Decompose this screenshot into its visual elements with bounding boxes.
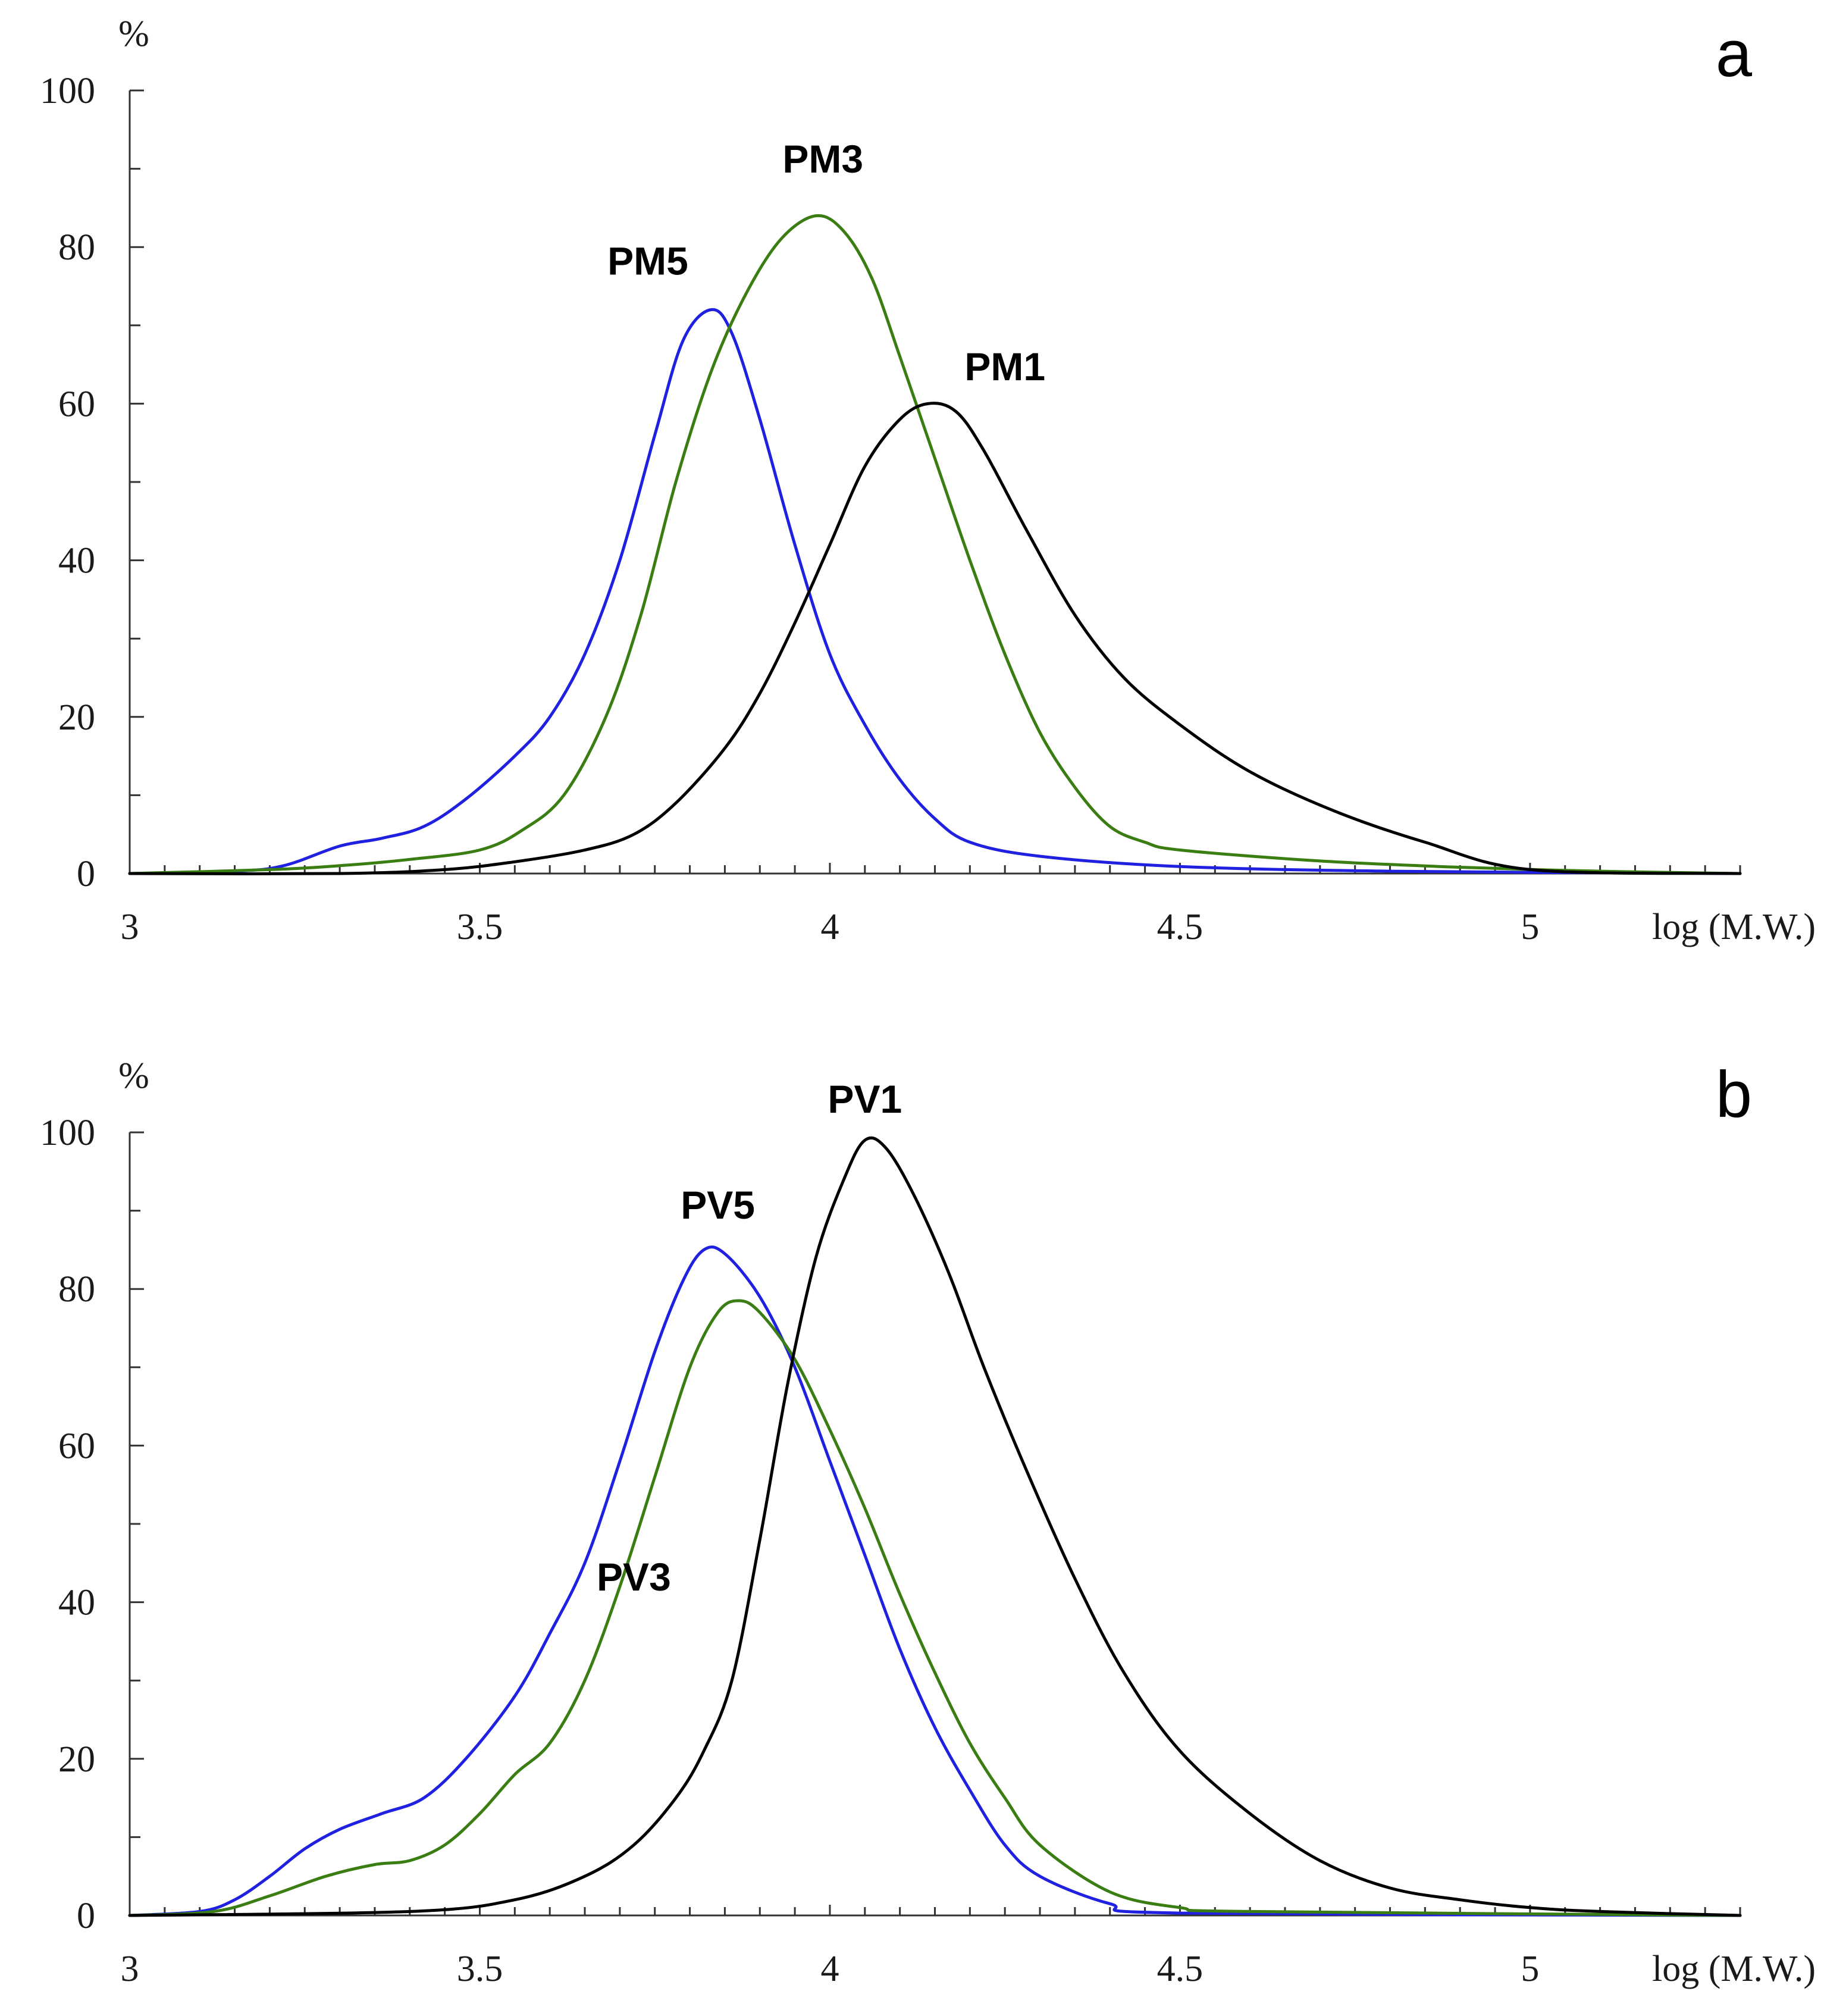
y-tick-label: 40 bbox=[58, 541, 95, 581]
x-tick-label: 4 bbox=[820, 907, 839, 947]
panel-b: b 0 20 40 60 80 100 3 3.5 4 4.5 5% log (M.W.) PV5 PV3… bbox=[40, 1056, 1816, 1989]
x-tick-label: 5 bbox=[1521, 907, 1539, 947]
panel-letter: a bbox=[1716, 17, 1753, 90]
x-tick-label: 3 bbox=[121, 1949, 139, 1989]
y-tick-label: 0 bbox=[77, 1896, 95, 1936]
y-axis-label: % bbox=[118, 14, 149, 54]
x-axis-label: log (M.W.) bbox=[1652, 907, 1816, 947]
series-line-pm5 bbox=[128, 308, 1742, 875]
y-axis-label: % bbox=[118, 1056, 149, 1096]
series-line-pm3 bbox=[128, 214, 1742, 875]
series-label-pm3: PM3 bbox=[782, 137, 863, 181]
panel-letter: b bbox=[1716, 1058, 1752, 1131]
series-line-pv1 bbox=[128, 1136, 1742, 1917]
y-tick-label: 60 bbox=[58, 384, 95, 424]
y-tick-label: 20 bbox=[58, 697, 95, 738]
y-tick-label: 80 bbox=[58, 1269, 95, 1310]
x-tick-label: 4 bbox=[820, 1949, 839, 1989]
y-tick-label: 100 bbox=[40, 1113, 95, 1153]
series-line-pv3 bbox=[128, 1299, 1742, 1917]
series-label-pv5: PV5 bbox=[681, 1183, 755, 1227]
y-tick-label: 0 bbox=[77, 854, 95, 894]
series-label-pv3: PV3 bbox=[597, 1555, 671, 1599]
x-tick-label: 4.5 bbox=[1157, 1949, 1204, 1989]
x-axis-label: log (M.W.) bbox=[1652, 1949, 1816, 1989]
x-tick-label: 3.5 bbox=[457, 1949, 503, 1989]
series-label-pm1: PM1 bbox=[964, 345, 1045, 389]
y-tick-label: 60 bbox=[58, 1426, 95, 1466]
y-tick-label: 100 bbox=[40, 71, 95, 111]
series-line-pv5 bbox=[128, 1245, 1742, 1917]
x-tick-label: 3.5 bbox=[457, 907, 503, 947]
series-label-pm5: PM5 bbox=[607, 239, 688, 283]
x-tick-label: 5 bbox=[1521, 1949, 1539, 1989]
panel-a: a 0 20 40 60 80 100 3 3.5 4 4.5 5% log (M.W.) PM5 PM3… bbox=[40, 14, 1816, 947]
x-tick-label: 3 bbox=[121, 907, 139, 947]
series-label-pv1: PV1 bbox=[828, 1077, 902, 1121]
series-line-pm1 bbox=[128, 402, 1742, 875]
y-tick-label: 20 bbox=[58, 1739, 95, 1780]
y-tick-label: 40 bbox=[58, 1583, 95, 1623]
x-tick-label: 4.5 bbox=[1157, 907, 1204, 947]
y-tick-label: 80 bbox=[58, 227, 95, 268]
